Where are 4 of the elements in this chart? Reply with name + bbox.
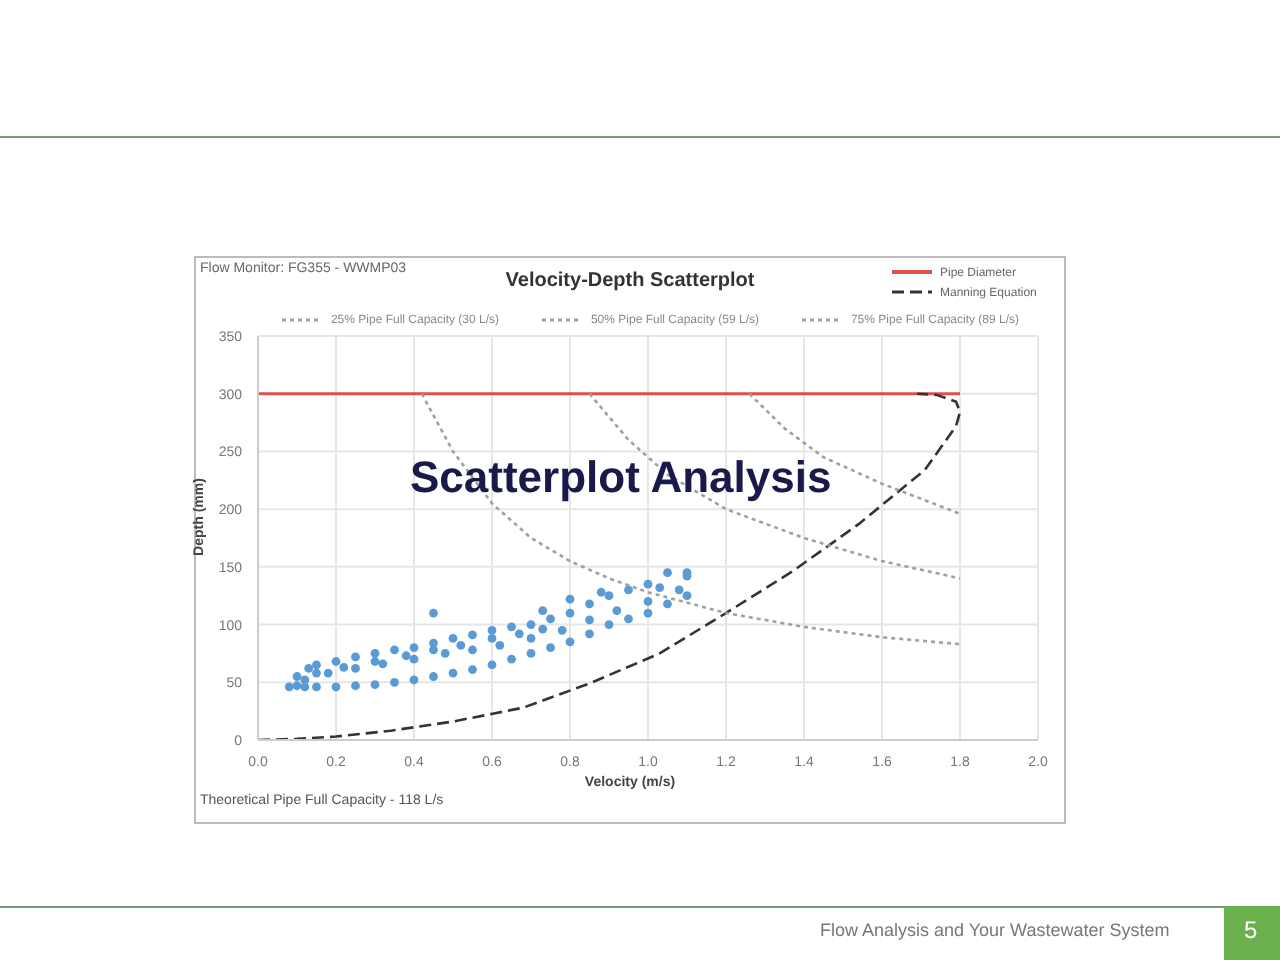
- text: Flow Analysis and Your Wastewater System: [820, 920, 1170, 940]
- chart-title: Velocity-Depth Scatterplot: [505, 270, 755, 292]
- annotation: Scatterplot Analysis: [410, 452, 832, 504]
- text: 5: [1244, 916, 1258, 944]
